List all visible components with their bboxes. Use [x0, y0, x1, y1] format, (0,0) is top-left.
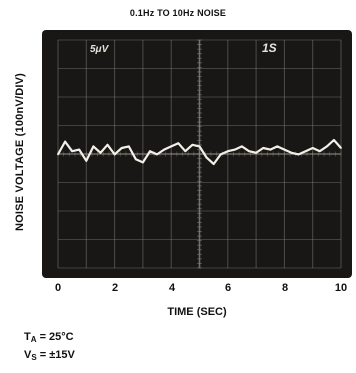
x-tick-label: 10	[334, 282, 348, 294]
trace-point	[106, 143, 109, 146]
vertical-scale-annotation: 5μV	[90, 44, 110, 55]
trace-point	[318, 150, 321, 153]
x-tick-label: 8	[281, 282, 289, 294]
trace-point	[92, 145, 95, 148]
trace-point	[170, 145, 173, 148]
x-axis-label: TIME (SEC)	[167, 306, 227, 318]
trace-point	[85, 159, 88, 162]
scope-plot: 5μV 1S	[57, 39, 342, 269]
vs-subscript: S	[31, 353, 37, 362]
trace-point	[120, 147, 123, 149]
trace-point	[325, 145, 328, 148]
trace-point	[262, 147, 265, 149]
trace-point	[283, 148, 286, 151]
trace-point	[198, 145, 201, 148]
trace-point	[177, 142, 180, 145]
vs-value: = ±15V	[36, 349, 75, 361]
trace-point	[333, 139, 335, 141]
trace-point	[134, 158, 137, 161]
condition-ta: TA = 25°C	[24, 331, 74, 344]
trace-point	[233, 148, 236, 151]
trace-point	[57, 153, 59, 156]
trace-point	[297, 153, 300, 156]
trace-point	[290, 151, 293, 154]
grid	[57, 39, 342, 269]
condition-vs: VS = ±15V	[24, 349, 75, 362]
x-tick-label: 2	[111, 282, 119, 294]
ta-subscript: A	[30, 335, 37, 344]
trace-point	[149, 150, 151, 153]
trace-point	[340, 147, 342, 149]
x-tick-label: 0	[54, 282, 62, 294]
trace-point	[219, 153, 222, 156]
trace-point	[212, 163, 215, 165]
trace-point	[276, 145, 279, 148]
trace-point	[205, 156, 208, 159]
horizontal-scale-annotation: 1S	[262, 41, 277, 55]
trace-point	[163, 148, 166, 151]
trace-point	[142, 161, 144, 164]
trace-point	[304, 150, 307, 153]
trace-point	[113, 153, 116, 156]
y-axis-label: NOISE VOLTAGE (100nV/DIV)	[14, 72, 26, 232]
trace-point	[191, 143, 194, 146]
vs-symbol: V	[24, 349, 32, 361]
trace-point	[255, 151, 257, 154]
x-tick-label: 6	[224, 282, 232, 294]
trace-point	[226, 150, 229, 153]
chart-title: 0.1Hz TO 10Hz NOISE	[129, 8, 227, 18]
ta-symbol: T	[24, 331, 31, 343]
ta-value: = 25°C	[36, 331, 74, 343]
x-tick-label: 4	[168, 282, 176, 294]
trace-point	[156, 153, 158, 156]
trace-point	[311, 147, 314, 149]
trace-point	[241, 145, 243, 148]
trace-point	[64, 140, 66, 143]
oscilloscope-screen: 5μV 1S	[42, 30, 352, 278]
trace-point	[127, 145, 130, 148]
trace-point	[184, 150, 187, 153]
trace-point	[248, 150, 250, 153]
trace-point	[269, 148, 272, 151]
trace-layer	[57, 138, 342, 166]
trace-point	[78, 148, 81, 151]
trace-point	[71, 150, 74, 153]
trace-point	[99, 151, 102, 154]
